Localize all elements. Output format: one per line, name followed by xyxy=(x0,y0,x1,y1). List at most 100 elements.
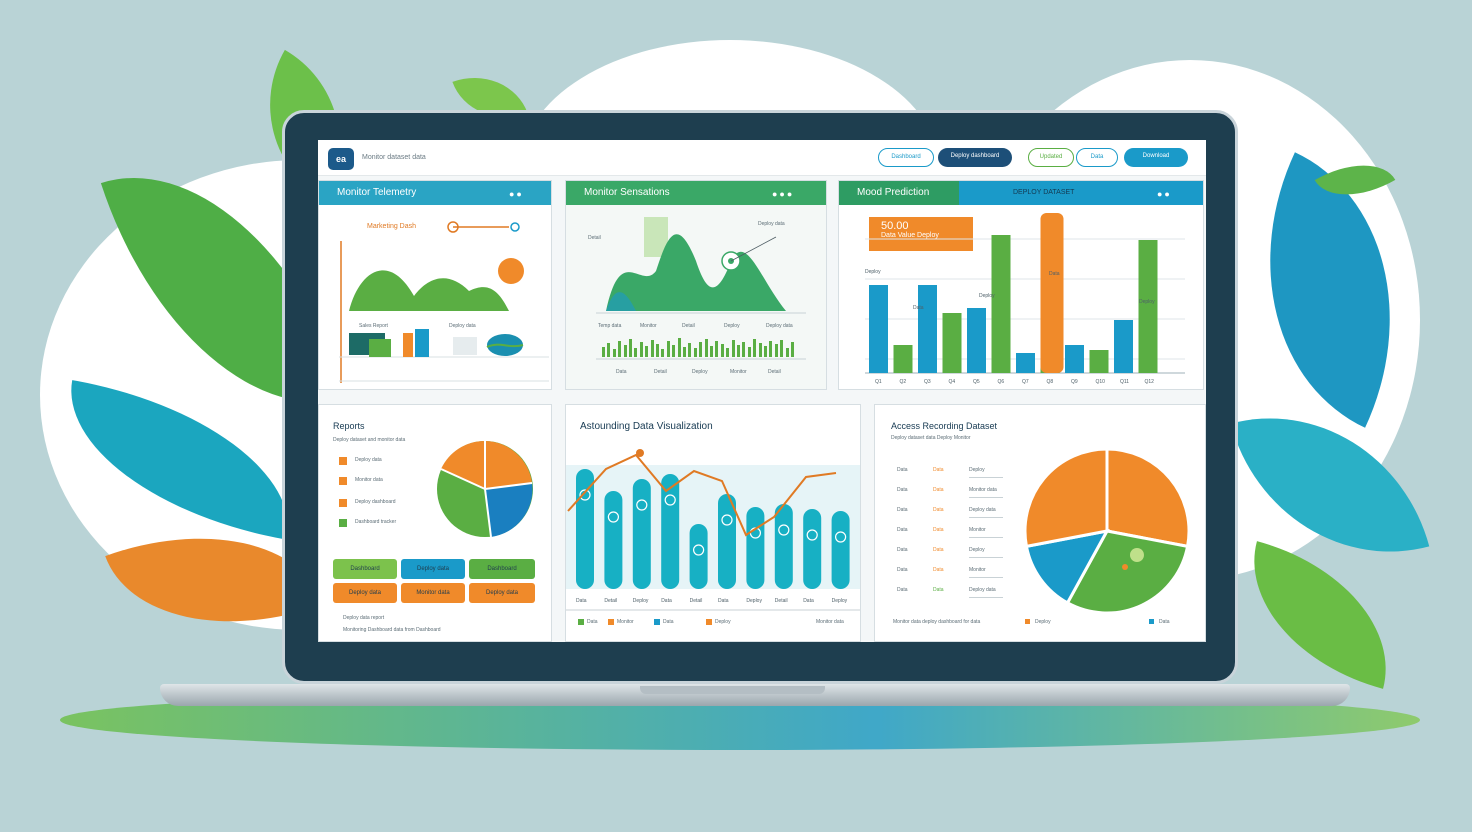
bar xyxy=(632,479,651,589)
panel-mood-prediction: Mood Prediction DEPLOY DATASET ●● 50.00 … xyxy=(838,180,1204,390)
mini-bar xyxy=(629,339,632,357)
pie-marker xyxy=(1122,564,1128,570)
callout-value: 50.00 xyxy=(881,220,909,232)
panel-header: Monitor Sensations xyxy=(566,181,826,205)
bar-label: Deploy xyxy=(1139,299,1155,305)
x-tick-label: Deploy xyxy=(633,598,649,604)
mini-bar xyxy=(677,338,681,357)
x-tick-label: Q10 xyxy=(1096,379,1106,385)
dashboard-display: ea Monitor dataset data Dashboard Deploy… xyxy=(318,140,1206,642)
report-button[interactable]: Deploy data xyxy=(333,583,397,603)
mini-bar xyxy=(618,341,622,357)
breadcrumb: Monitor dataset data xyxy=(362,154,426,161)
panel-subtitle: Deploy dataset and monitor data xyxy=(333,437,406,443)
label: Deploy data xyxy=(758,221,785,227)
pie-slice xyxy=(1024,528,1110,605)
mini-bar xyxy=(645,346,649,357)
pill-download[interactable]: Download xyxy=(1124,148,1188,167)
pill-data[interactable]: Data xyxy=(1076,148,1118,167)
label: Detail xyxy=(588,235,601,241)
mini-bar xyxy=(656,344,659,357)
bar xyxy=(942,313,962,373)
pill-updated[interactable]: Updated xyxy=(1028,148,1074,167)
x-tick-label: Q12 xyxy=(1145,379,1155,385)
legend-item: Data xyxy=(587,619,598,625)
x-tick-label: Detail xyxy=(775,598,788,604)
viz-bar-chart: Data Detail Deploy Data Detail Data Deploy Deta… xyxy=(566,449,860,611)
mini-bar xyxy=(699,342,703,357)
mini-bar xyxy=(780,340,784,357)
legend-swatch xyxy=(706,619,712,625)
mini-bar xyxy=(710,346,713,357)
more-icon[interactable]: ●● xyxy=(509,189,524,199)
pie-marker xyxy=(1130,548,1144,562)
mini-bar xyxy=(742,342,746,357)
panel-data-visualization: Astounding Data Visualization Data Detail… xyxy=(565,404,861,642)
app-logo[interactable]: ea xyxy=(328,148,354,170)
table-cell: Deploy data xyxy=(969,507,996,513)
axis-label: Detail xyxy=(682,323,695,329)
panel-subheader: DEPLOY DATASET xyxy=(959,181,1203,205)
table-cell: Deploy xyxy=(969,467,985,473)
footer-label: Data xyxy=(616,369,627,375)
axis-label: Deploy data xyxy=(766,323,793,329)
x-tick-label: Q3 xyxy=(924,379,931,385)
pie-slice xyxy=(1105,447,1191,549)
mini-bar xyxy=(715,341,719,357)
bar-marker xyxy=(806,529,818,541)
mini-bar xyxy=(661,349,665,357)
table-cell: Data xyxy=(933,527,944,533)
bar-label: Deploy xyxy=(979,293,995,299)
bar xyxy=(576,469,594,589)
table-cell: Data xyxy=(897,587,908,593)
more-icon[interactable]: ●● xyxy=(1157,189,1172,199)
legend-item: Deploy xyxy=(715,619,731,625)
mini-bar xyxy=(672,345,676,357)
bar-label: Data xyxy=(1049,271,1060,277)
bar-marker xyxy=(664,494,676,506)
report-button[interactable]: Dashboard xyxy=(469,559,535,579)
bar-marker xyxy=(835,531,847,543)
legend-item: Monitor xyxy=(617,619,634,625)
label: Marketing Dash xyxy=(367,223,417,230)
mini-bar xyxy=(666,341,670,357)
x-tick-label: Detail xyxy=(604,598,617,604)
report-note: Deploy data report xyxy=(343,615,385,621)
bar xyxy=(661,474,680,589)
table-cell: Data xyxy=(933,467,944,473)
row-divider xyxy=(969,577,1003,578)
x-tick-label: Deploy xyxy=(832,598,848,604)
x-tick-label: Q11 xyxy=(1120,379,1129,385)
pill-dashboard[interactable]: Dashboard xyxy=(878,148,934,167)
x-tick-label: Data xyxy=(576,598,587,604)
legend-swatch xyxy=(339,519,347,527)
legend-swatch xyxy=(1025,619,1030,624)
bar xyxy=(991,235,1011,373)
report-button[interactable]: Dashboard xyxy=(333,559,397,579)
table-cell: Data xyxy=(897,567,908,573)
mini-bar xyxy=(683,347,686,357)
report-button[interactable]: Monitor data xyxy=(401,583,465,603)
footer-label: Monitor xyxy=(730,369,747,375)
report-button[interactable]: Deploy data xyxy=(401,559,465,579)
pill-deploy-dashboard[interactable]: Deploy dashboard xyxy=(938,148,1012,167)
more-icon[interactable]: ●●● xyxy=(772,189,795,199)
bar-marker xyxy=(607,511,620,523)
bar xyxy=(967,308,986,373)
mini-bar xyxy=(720,344,724,357)
x-tick-label: Q9 xyxy=(1071,379,1078,385)
trend-line xyxy=(567,453,837,537)
bar-label: Data xyxy=(913,305,924,311)
x-tick-label: Q8 xyxy=(1047,379,1054,385)
legend-item: Monitor data xyxy=(816,619,844,625)
footer-label: Deploy xyxy=(692,369,708,375)
bar xyxy=(1016,353,1035,373)
slider-line xyxy=(339,221,549,383)
bar xyxy=(774,504,793,589)
axis-label: Deploy xyxy=(724,323,740,329)
panel-monitor-sensations: Monitor Sensations ●●● Detail Deploy dat… xyxy=(565,180,827,390)
table-cell: Data xyxy=(933,547,944,553)
axis-label: Temp data xyxy=(598,323,622,329)
report-button[interactable]: Deploy data xyxy=(469,583,535,603)
mini-bar xyxy=(693,348,697,357)
